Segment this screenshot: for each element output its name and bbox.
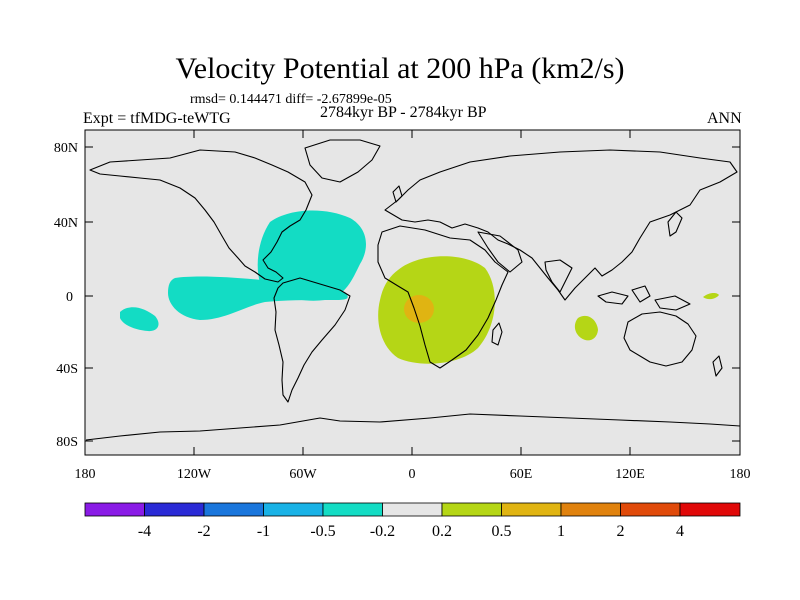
lon-label-60e: 60E bbox=[510, 467, 533, 482]
colorbar-swatch bbox=[560, 502, 621, 517]
colorbar-swatch bbox=[203, 502, 264, 517]
plot-title: Velocity Potential at 200 hPa (km2/s) bbox=[175, 52, 625, 85]
colorbar-swatch bbox=[679, 502, 741, 517]
coast-new-zealand bbox=[712, 355, 723, 377]
coast-japan bbox=[667, 211, 683, 237]
lat-label-40s: 40S bbox=[56, 362, 78, 377]
anomaly-central-africa bbox=[378, 256, 495, 364]
colorbar-label: 1 bbox=[557, 523, 565, 540]
colorbar-label: 2 bbox=[617, 523, 625, 540]
lon-label-180e: 180 bbox=[730, 467, 751, 482]
lon-label-180w: 180 bbox=[75, 467, 96, 482]
coast-north-america bbox=[89, 149, 313, 283]
colorbar-label: -1 bbox=[257, 523, 270, 540]
period-label: 2784kyr BP - 2784kyr BP bbox=[320, 104, 487, 121]
coast-eurasia bbox=[384, 149, 738, 301]
colorbar-swatch bbox=[322, 502, 383, 517]
colorbar-swatch bbox=[382, 502, 443, 517]
coastlines bbox=[85, 139, 741, 441]
coast-australia bbox=[623, 311, 697, 367]
coast-antarctica bbox=[85, 413, 741, 441]
colorbar-label: -0.5 bbox=[310, 523, 335, 540]
colorbar-label: 0.2 bbox=[432, 523, 452, 540]
anomaly-west-pacific bbox=[703, 292, 719, 300]
lon-label-120e: 120E bbox=[615, 467, 645, 482]
coast-maritime bbox=[597, 285, 691, 311]
colorbar-swatch bbox=[620, 502, 681, 517]
experiment-label: Expt = tfMDG-teWTG bbox=[83, 110, 231, 127]
coast-africa bbox=[377, 225, 509, 369]
lat-label-80n: 80N bbox=[54, 141, 78, 156]
coast-greenland bbox=[304, 139, 381, 183]
anomaly-layer bbox=[120, 210, 719, 364]
lat-label-0: 0 bbox=[66, 290, 73, 305]
colorbar bbox=[84, 502, 741, 517]
stats-line: rmsd= 0.144471 diff= -2.67899e-05 bbox=[190, 92, 392, 107]
axis-ticks bbox=[84, 130, 741, 455]
coast-india bbox=[544, 259, 573, 293]
colorbar-swatch bbox=[441, 502, 502, 517]
colorbar-swatch bbox=[501, 502, 562, 517]
colorbar-swatch bbox=[84, 502, 145, 517]
colorbar-label: 4 bbox=[676, 523, 684, 540]
anomaly-indian-ocean bbox=[574, 315, 598, 341]
colorbar-swatch bbox=[144, 502, 205, 517]
lon-label-0: 0 bbox=[409, 467, 416, 482]
lon-label-120w: 120W bbox=[177, 467, 212, 482]
lat-label-80s: 80S bbox=[56, 435, 78, 450]
anomaly-central-pacific bbox=[120, 307, 159, 332]
anomaly-tropical-atlantic bbox=[257, 210, 366, 301]
season-label: ANN bbox=[707, 110, 742, 127]
coast-south-america bbox=[273, 277, 351, 403]
anomaly-central-africa-core bbox=[404, 295, 434, 323]
colorbar-label: -2 bbox=[197, 523, 210, 540]
lat-label-40n: 40N bbox=[54, 216, 78, 231]
coast-madagascar bbox=[491, 322, 503, 346]
colorbar-label: -4 bbox=[138, 523, 151, 540]
coast-arabia bbox=[477, 231, 523, 273]
colorbar-label: -0.2 bbox=[370, 523, 395, 540]
colorbar-swatch bbox=[263, 502, 324, 517]
colorbar-label: 0.5 bbox=[492, 523, 512, 540]
lon-label-60w: 60W bbox=[289, 467, 317, 482]
coast-british-isles bbox=[392, 185, 403, 203]
